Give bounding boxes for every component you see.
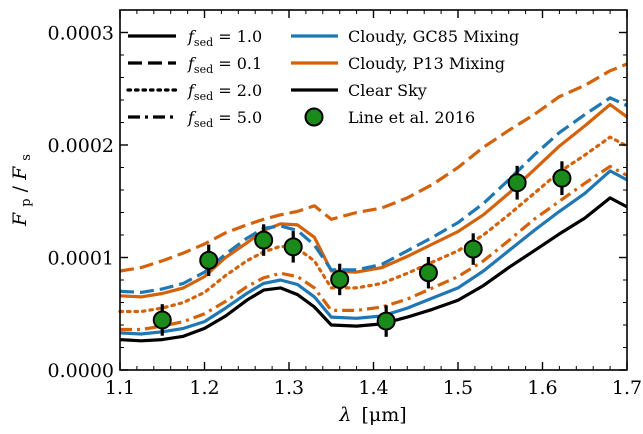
legend-fsed-label: fsed = 5.0: [187, 108, 262, 130]
x-tick-label: 1.2: [189, 377, 219, 399]
y-tick-label: 0.0001: [48, 248, 114, 270]
y-axis-sub-p: p: [19, 198, 34, 206]
data-marker: [507, 173, 527, 193]
x-tick-label: 1.3: [274, 377, 304, 399]
data-marker: [283, 237, 303, 257]
legend-swatch-marker: [304, 107, 324, 127]
observation-point: [152, 304, 172, 336]
legend-item-model: Cloudy, GC85 Mixing: [291, 27, 519, 46]
y-tick-label: 0.0003: [48, 23, 114, 45]
series-clear: [119, 196, 628, 343]
legend-model-label: Cloudy, P13 Mixing: [348, 54, 505, 73]
data-marker: [418, 263, 438, 283]
data-marker: [376, 311, 396, 331]
data-marker: [254, 230, 274, 250]
legend: fsed = 1.0 fsed = 0.1 fsed = 2.0 fsed = 5.0…: [126, 27, 519, 130]
data-marker: [152, 310, 172, 330]
series-p13_f2: [118, 135, 629, 314]
data-marker: [552, 168, 572, 188]
data-marker: [330, 269, 350, 289]
x-axis-label: λ [μm]: [338, 404, 406, 426]
svg-text:F p / F: F p / F s: [9, 154, 35, 227]
x-tick-label: 1.6: [527, 377, 557, 399]
x-axis-symbol: λ: [338, 404, 351, 426]
legend-item-fsed: fsed = 0.1: [128, 54, 262, 76]
legend-item-model: Line et al. 2016: [304, 107, 475, 127]
legend-fsed-column: fsed = 1.0 fsed = 0.1 fsed = 2.0 fsed = 5.0: [126, 27, 262, 130]
y-tick-label: 0.0000: [48, 360, 114, 382]
legend-model-label: Line et al. 2016: [348, 108, 475, 127]
axes: 1.1 1.2 1.3 1.4 1.5 1.6 1.7 0.0000 0.0001 0.0002 0…: [48, 9, 642, 399]
observation-point: [283, 231, 303, 263]
legend-item-fsed: fsed = 2.0: [126, 81, 262, 103]
legend-item-fsed: fsed = 5.0: [128, 108, 262, 130]
observation-point: [254, 224, 274, 256]
x-tick-label: 1.7: [612, 377, 642, 399]
series-p13_f1: [119, 102, 628, 299]
x-tick-label: 1.1: [105, 377, 135, 399]
observation-point: [418, 256, 438, 289]
series-p13_f5: [120, 164, 628, 332]
series-gc85_f01: [119, 96, 628, 294]
legend-model-label: Cloudy, GC85 Mixing: [348, 27, 519, 46]
legend-item-model: Clear Sky: [291, 81, 427, 100]
y-axis-flux-star: F: [9, 166, 31, 181]
x-tick-label: 1.5: [443, 377, 473, 399]
y-tick-label: 0.0002: [48, 135, 114, 157]
observation-point: [507, 165, 527, 200]
legend-fsed-label: fsed = 1.0: [187, 27, 262, 49]
observation-points: [152, 161, 572, 337]
y-axis-flux-planet: F: [9, 212, 31, 227]
observation-point: [330, 263, 350, 296]
x-axis-unit: [μm]: [361, 404, 406, 426]
data-marker: [463, 239, 483, 259]
observation-point: [376, 305, 396, 337]
data-marker: [199, 250, 219, 270]
legend-fsed-label: fsed = 2.0: [187, 81, 262, 103]
y-axis-sub-s: s: [19, 154, 34, 161]
legend-model-column: Cloudy, GC85 Mixing Cloudy, P13 Mixing Cle…: [291, 27, 519, 127]
series-gc85_f1: [119, 169, 628, 336]
observation-point: [552, 161, 572, 196]
series-p13_f01: [119, 62, 628, 273]
legend-fsed-label: fsed = 0.1: [187, 54, 262, 76]
y-axis-label: F p / F s: [9, 154, 35, 227]
observation-point: [199, 244, 219, 277]
observation-point: [463, 233, 483, 265]
legend-model-label: Clear Sky: [348, 81, 427, 100]
x-tick-label: 1.4: [358, 377, 388, 399]
legend-item-model: Cloudy, P13 Mixing: [291, 54, 505, 73]
svg-text:λ [μm]: λ [μm]: [338, 404, 406, 426]
y-axis-separator: /: [9, 185, 31, 192]
series-layer: [118, 62, 629, 343]
legend-item-fsed: fsed = 1.0: [128, 27, 262, 49]
